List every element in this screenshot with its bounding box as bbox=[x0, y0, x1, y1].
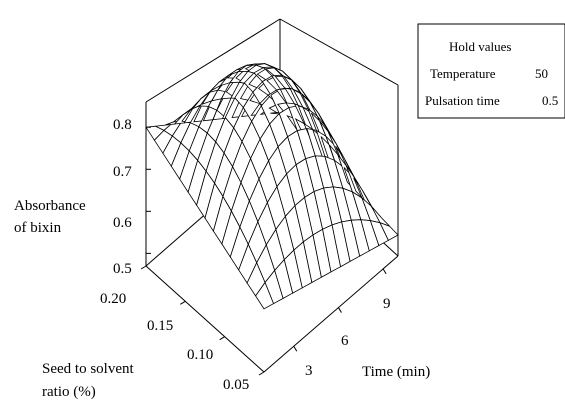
x-tick-label: 0.20 bbox=[100, 291, 126, 307]
z-axis-label-line1: Absorbance bbox=[14, 198, 86, 214]
y-tick-label: 9 bbox=[383, 296, 391, 312]
z-tick-label: 0.7 bbox=[113, 164, 132, 180]
top-left-edge bbox=[145, 18, 281, 103]
x-tick-label: 0.05 bbox=[223, 377, 249, 393]
hold-values-legend: Hold values Temperature 50 Pulsation tim… bbox=[417, 23, 565, 119]
floor-front-right bbox=[263, 255, 399, 373]
legend-row-value: 0.5 bbox=[542, 93, 558, 108]
x-axis-label-line2: ratio (%) bbox=[42, 384, 96, 400]
legend-row-name: Pulsation time bbox=[425, 93, 500, 108]
y-tick-mark bbox=[338, 307, 342, 313]
x-tick-mark bbox=[219, 336, 225, 341]
floor-front-left bbox=[145, 265, 265, 373]
x-tick-label: 0.10 bbox=[187, 347, 213, 363]
x-tick-mark bbox=[180, 300, 186, 305]
y-tick-label: 6 bbox=[341, 333, 349, 349]
legend-frame bbox=[417, 23, 565, 119]
x-tick-mark bbox=[258, 371, 265, 376]
y-tick-mark bbox=[293, 345, 298, 352]
x-tick-mark bbox=[140, 265, 147, 270]
z-tick-label: 0.6 bbox=[113, 215, 132, 231]
x-axis-label-line1: Seed to solvent bbox=[42, 361, 134, 377]
z-tick-label: 0.8 bbox=[113, 117, 132, 133]
response-surface bbox=[145, 63, 399, 310]
surface-cell bbox=[379, 221, 399, 241]
legend-title: Hold values bbox=[449, 39, 511, 54]
y-axis-label: Time (min) bbox=[362, 364, 430, 380]
legend-row-value: 50 bbox=[535, 66, 548, 81]
axis-ticks bbox=[140, 126, 387, 376]
y-tick-mark bbox=[382, 268, 387, 275]
legend-row-name: Temperature bbox=[430, 66, 496, 81]
x-tick-label: 0.15 bbox=[147, 318, 173, 334]
back-top-edge bbox=[279, 18, 399, 86]
z-axis-label-line2: of bixin bbox=[14, 220, 62, 236]
z-tick-label: 0.5 bbox=[113, 261, 132, 277]
y-tick-label: 3 bbox=[305, 363, 313, 379]
